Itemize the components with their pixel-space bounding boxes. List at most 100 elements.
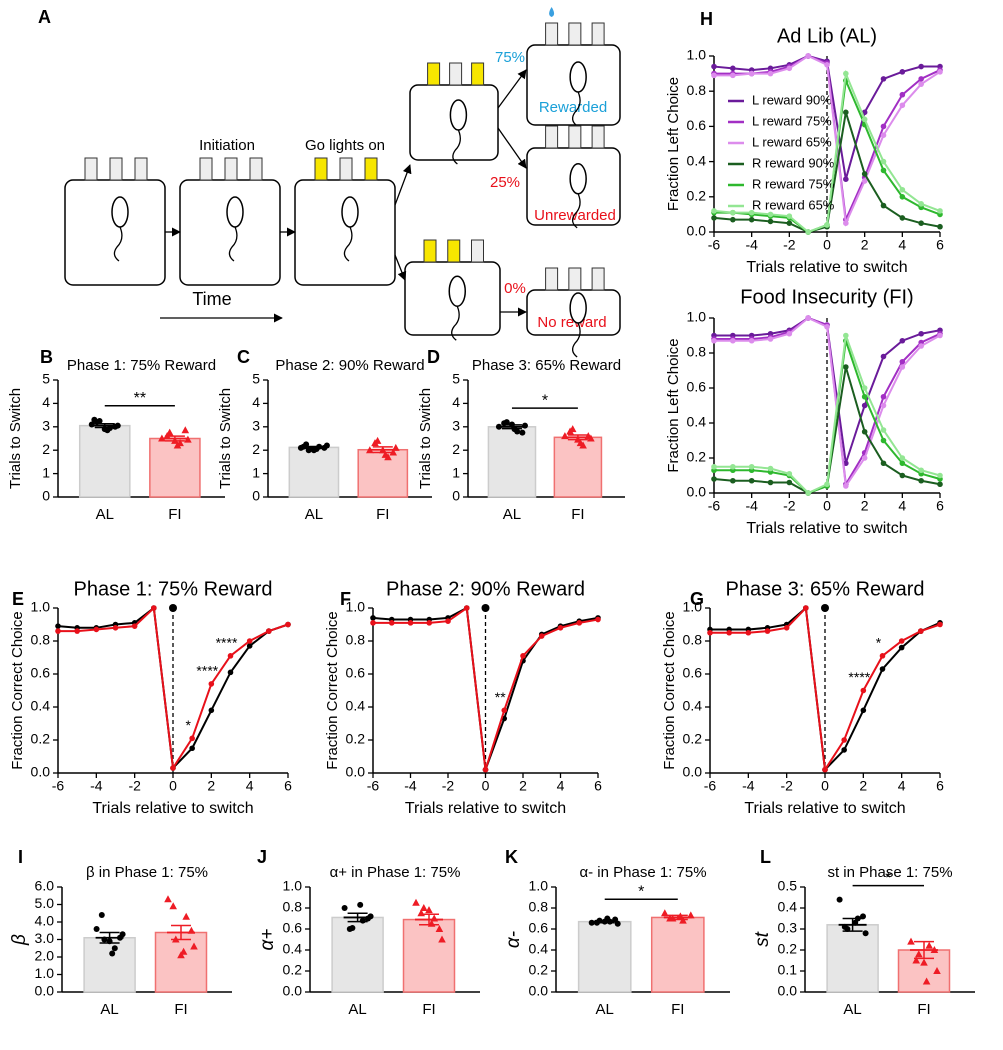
chart-title: α- in Phase 1: 75% [579, 864, 706, 881]
x-tick-label: 6 [284, 778, 292, 794]
data-point [425, 906, 433, 914]
bar [553, 436, 603, 498]
arrow [497, 127, 527, 169]
data-point [189, 745, 195, 752]
data-point [246, 638, 253, 644]
y-tick-label: 0.4 [683, 698, 703, 714]
data-point [786, 479, 793, 486]
box [179, 179, 281, 286]
y-tick-label: 0.6 [529, 920, 549, 936]
data-point [783, 625, 790, 631]
data-point [843, 332, 849, 339]
y-tick-label: 0.6 [683, 665, 703, 681]
annotation: **** [848, 669, 870, 685]
x-tick-label: FI [174, 1001, 187, 1018]
bar [154, 931, 208, 993]
x-tick-label: 4 [898, 778, 906, 794]
outcome: No reward [537, 314, 606, 331]
bar [331, 916, 384, 993]
data-point [420, 904, 428, 911]
data-point [937, 472, 943, 479]
data-point [93, 926, 100, 932]
chart-title: Phase 2: 90% Reward [386, 578, 585, 600]
y-tick-label: 0.4 [529, 941, 549, 957]
data-point [227, 653, 234, 659]
chart-title: β in Phase 1: 75% [86, 864, 208, 881]
x-tick-label: -6 [708, 498, 721, 514]
data-point [861, 393, 868, 400]
data-point [55, 628, 61, 634]
y-tick-label: 0.0 [687, 223, 707, 239]
chart-title: Phase 1: 75% Reward [73, 578, 272, 600]
data-point [151, 605, 157, 611]
data-point [412, 898, 420, 906]
data-point [880, 158, 887, 165]
data-point [711, 337, 717, 344]
x-tick-label: -2 [442, 778, 455, 794]
x-tick-label: 2 [861, 498, 869, 514]
data-point [227, 669, 234, 676]
x-tick-label: AL [100, 1001, 118, 1018]
data-point [899, 472, 906, 479]
port [447, 239, 461, 263]
port [449, 62, 463, 86]
x-tick-label: 2 [861, 237, 869, 253]
x-tick-label: FI [422, 1001, 435, 1018]
legend-label: L reward 65% [752, 134, 832, 149]
x-tick-label: -4 [745, 498, 758, 514]
y-axis-label: Fraction Correct Choice [9, 611, 26, 769]
data-point [164, 895, 172, 903]
data-point [907, 937, 915, 945]
data-point [918, 330, 924, 337]
y-tick-label: 0.8 [687, 344, 707, 360]
y-tick-label: 0.0 [346, 764, 366, 780]
port [314, 157, 328, 181]
data-point [588, 919, 595, 926]
y-tick-label: 0 [252, 488, 260, 504]
data-point [285, 621, 291, 628]
y-axis-label: Fraction Left Choice [665, 338, 682, 472]
y-tick-label: 0.8 [31, 632, 51, 648]
water-drop [549, 7, 555, 17]
port [339, 157, 353, 181]
data-point [862, 930, 869, 937]
x-tick-label: AL [503, 506, 521, 523]
chart-title: Phase 3: 65% Reward [472, 357, 621, 374]
data-point [933, 967, 941, 974]
data-point [748, 463, 755, 470]
data-point [937, 223, 943, 230]
x-tick-label: 6 [936, 778, 944, 794]
x-tick-label: 6 [936, 498, 944, 514]
port [545, 22, 559, 46]
data-point [381, 450, 390, 458]
data-point [899, 194, 906, 200]
data-point [860, 707, 867, 714]
data-point [767, 465, 774, 472]
data-point [711, 215, 717, 221]
data-point [786, 65, 793, 72]
data-point [112, 625, 119, 631]
y-tick-label: 0.8 [529, 899, 549, 915]
data-point [920, 958, 928, 966]
data-point [861, 455, 868, 461]
chart-title: Phase 3: 65% Reward [725, 578, 924, 600]
data-point [182, 912, 190, 920]
data-point [915, 950, 923, 958]
arrow [497, 69, 527, 109]
data-point [937, 208, 943, 214]
data-point [918, 201, 924, 207]
y-tick-label: 1.0 [529, 878, 549, 894]
port [224, 157, 238, 181]
x-tick-label: 4 [246, 778, 254, 794]
x-tick-label: FI [168, 506, 181, 523]
x-tick-label: 2 [519, 778, 527, 794]
data-point [341, 905, 348, 911]
port [364, 157, 378, 181]
x-tick-label: 0 [823, 237, 831, 253]
data-point [730, 209, 736, 216]
data-point [937, 621, 943, 628]
port [84, 157, 98, 181]
annotation: **** [196, 663, 218, 679]
y-tick-label: 5 [42, 371, 50, 387]
y-axis-label: st [752, 931, 773, 947]
